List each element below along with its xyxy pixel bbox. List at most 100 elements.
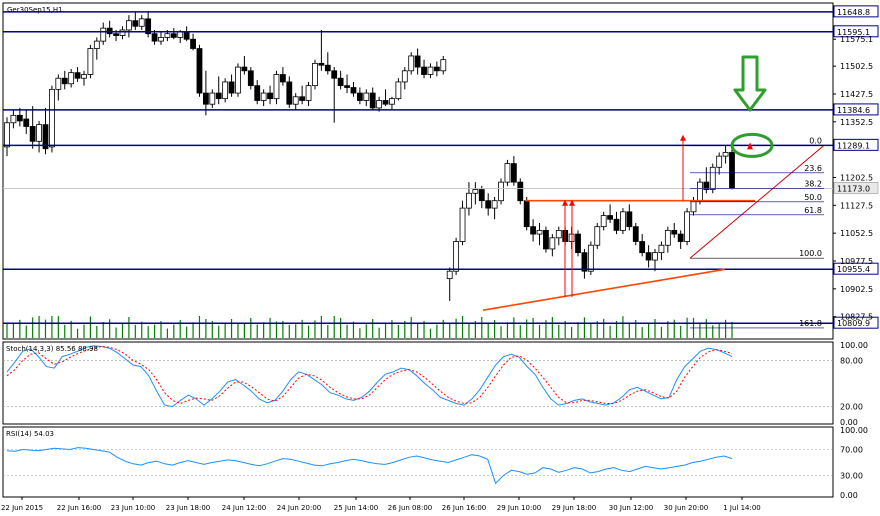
- time-tick-label: 26 Jun 16:00: [442, 504, 486, 512]
- candle-body: [369, 92, 376, 109]
- candle-body: [119, 29, 126, 36]
- candle-body: [440, 59, 447, 72]
- candle-body: [215, 92, 222, 100]
- candle-body: [324, 64, 331, 72]
- stoch-pane[interactable]: [2, 341, 834, 425]
- price-tick-label: 11427.5: [840, 90, 873, 99]
- candle-body: [93, 40, 100, 49]
- indicator-tick-label: 100.00: [840, 341, 868, 350]
- current-price-label: 11173.0: [837, 184, 870, 193]
- arrow-head: [569, 199, 575, 206]
- candle-body: [241, 66, 248, 72]
- candle-body: [376, 100, 383, 109]
- candle-body: [312, 62, 318, 87]
- candle-body: [504, 163, 511, 183]
- level-price-box: [833, 103, 879, 116]
- candle-body: [16, 114, 23, 122]
- candle-body: [517, 181, 524, 202]
- symbol-label: Ger30Sep15,H1: [7, 6, 63, 14]
- candle-body: [126, 20, 132, 31]
- price-tick-label: 11502.5: [840, 62, 873, 71]
- candle-body: [613, 218, 620, 231]
- candle-body: [4, 122, 10, 148]
- candle-body: [575, 233, 581, 254]
- price-tick-label: 10902.5: [840, 285, 873, 294]
- candle-body: [286, 81, 293, 105]
- candle-body: [382, 100, 389, 105]
- level-price-box: [833, 262, 879, 275]
- time-tick-label: 1 Jul 14:00: [723, 504, 761, 512]
- candle-body: [414, 55, 421, 68]
- time-tick-label: 24 Jun 20:00: [277, 504, 321, 512]
- fib-level-label: 23.6: [804, 164, 822, 173]
- candle-body: [446, 270, 453, 280]
- indicator-tick-label: 30.00: [840, 472, 863, 481]
- candle-body: [209, 92, 216, 105]
- candle-body: [145, 18, 152, 35]
- candle-body: [600, 215, 607, 228]
- candle-body: [350, 87, 357, 94]
- candle-body: [632, 226, 639, 242]
- candle-body: [29, 126, 36, 142]
- candle-body: [190, 38, 196, 49]
- candle-body: [260, 92, 267, 101]
- price-tick-label: 11352.5: [840, 118, 873, 127]
- candle-body: [697, 181, 703, 202]
- fib-level-label: 61.8: [804, 206, 822, 215]
- candle-body: [267, 92, 273, 100]
- candle-body: [106, 27, 113, 35]
- fib-level-label: 161.8: [799, 319, 822, 328]
- price-tick-label: 10977.5: [840, 257, 873, 266]
- candle-body: [151, 33, 158, 42]
- horizontal-levels: 11648.8 11595.1 11384.6 11289.1 10955.4 10809…: [3, 5, 879, 329]
- candle-body: [421, 66, 427, 75]
- time-tick-label: 24 Jun 12:00: [222, 504, 266, 512]
- candle-body: [709, 166, 716, 190]
- candle-body: [607, 215, 613, 220]
- candle-body: [722, 152, 729, 157]
- time-tick-label: 23 Jun 10:00: [111, 504, 155, 512]
- candle-body: [671, 229, 678, 235]
- price-axis: 11575.1 11502.5 11427.5 11352.5 11202.5 11127…: [833, 35, 873, 322]
- level-price-label: 11595.1: [837, 28, 870, 37]
- signal-marker: [747, 142, 753, 150]
- level-price-box: [833, 138, 879, 151]
- candle-body: [459, 207, 466, 242]
- candle-body: [55, 77, 62, 90]
- fib-level-label: 50.0: [804, 193, 822, 202]
- candle-body: [677, 233, 684, 242]
- indicator-tick-label: 100.00: [840, 426, 868, 435]
- triangle-lower-line: [482, 268, 726, 311]
- candle-body: [132, 20, 139, 27]
- candle-body: [273, 74, 280, 100]
- candle-body: [170, 33, 177, 38]
- candle-body: [68, 72, 75, 85]
- candle-body: [408, 55, 415, 72]
- indicator-tick-label: 0.00: [840, 491, 858, 500]
- candle-body: [690, 200, 697, 213]
- candle-body: [23, 118, 30, 127]
- candle-body: [164, 33, 171, 38]
- candle-body: [453, 241, 460, 272]
- highlight-ellipse: [730, 132, 774, 158]
- current-price-box: [833, 182, 879, 194]
- price-tick-label: 11575.1: [840, 35, 873, 44]
- price-tick-label: 11052.5: [840, 229, 873, 238]
- candle-body: [472, 189, 479, 194]
- time-tick-label: 30 Jun 12:00: [609, 504, 653, 512]
- candle-body: [684, 211, 690, 242]
- level-price-label: 10809.9: [837, 319, 870, 328]
- candle-body: [620, 211, 626, 231]
- candle-body: [305, 85, 312, 101]
- candle-body: [10, 114, 17, 124]
- fib-level-label: 100.0: [799, 249, 822, 258]
- candle-body: [729, 152, 735, 189]
- candle-body: [363, 92, 370, 101]
- arrow-head: [562, 199, 568, 206]
- candle-body: [87, 48, 94, 75]
- candle-body: [510, 163, 517, 183]
- candle-body: [498, 181, 504, 202]
- time-tick-label: 29 Jun 10:00: [497, 504, 541, 512]
- candle-body: [299, 96, 306, 101]
